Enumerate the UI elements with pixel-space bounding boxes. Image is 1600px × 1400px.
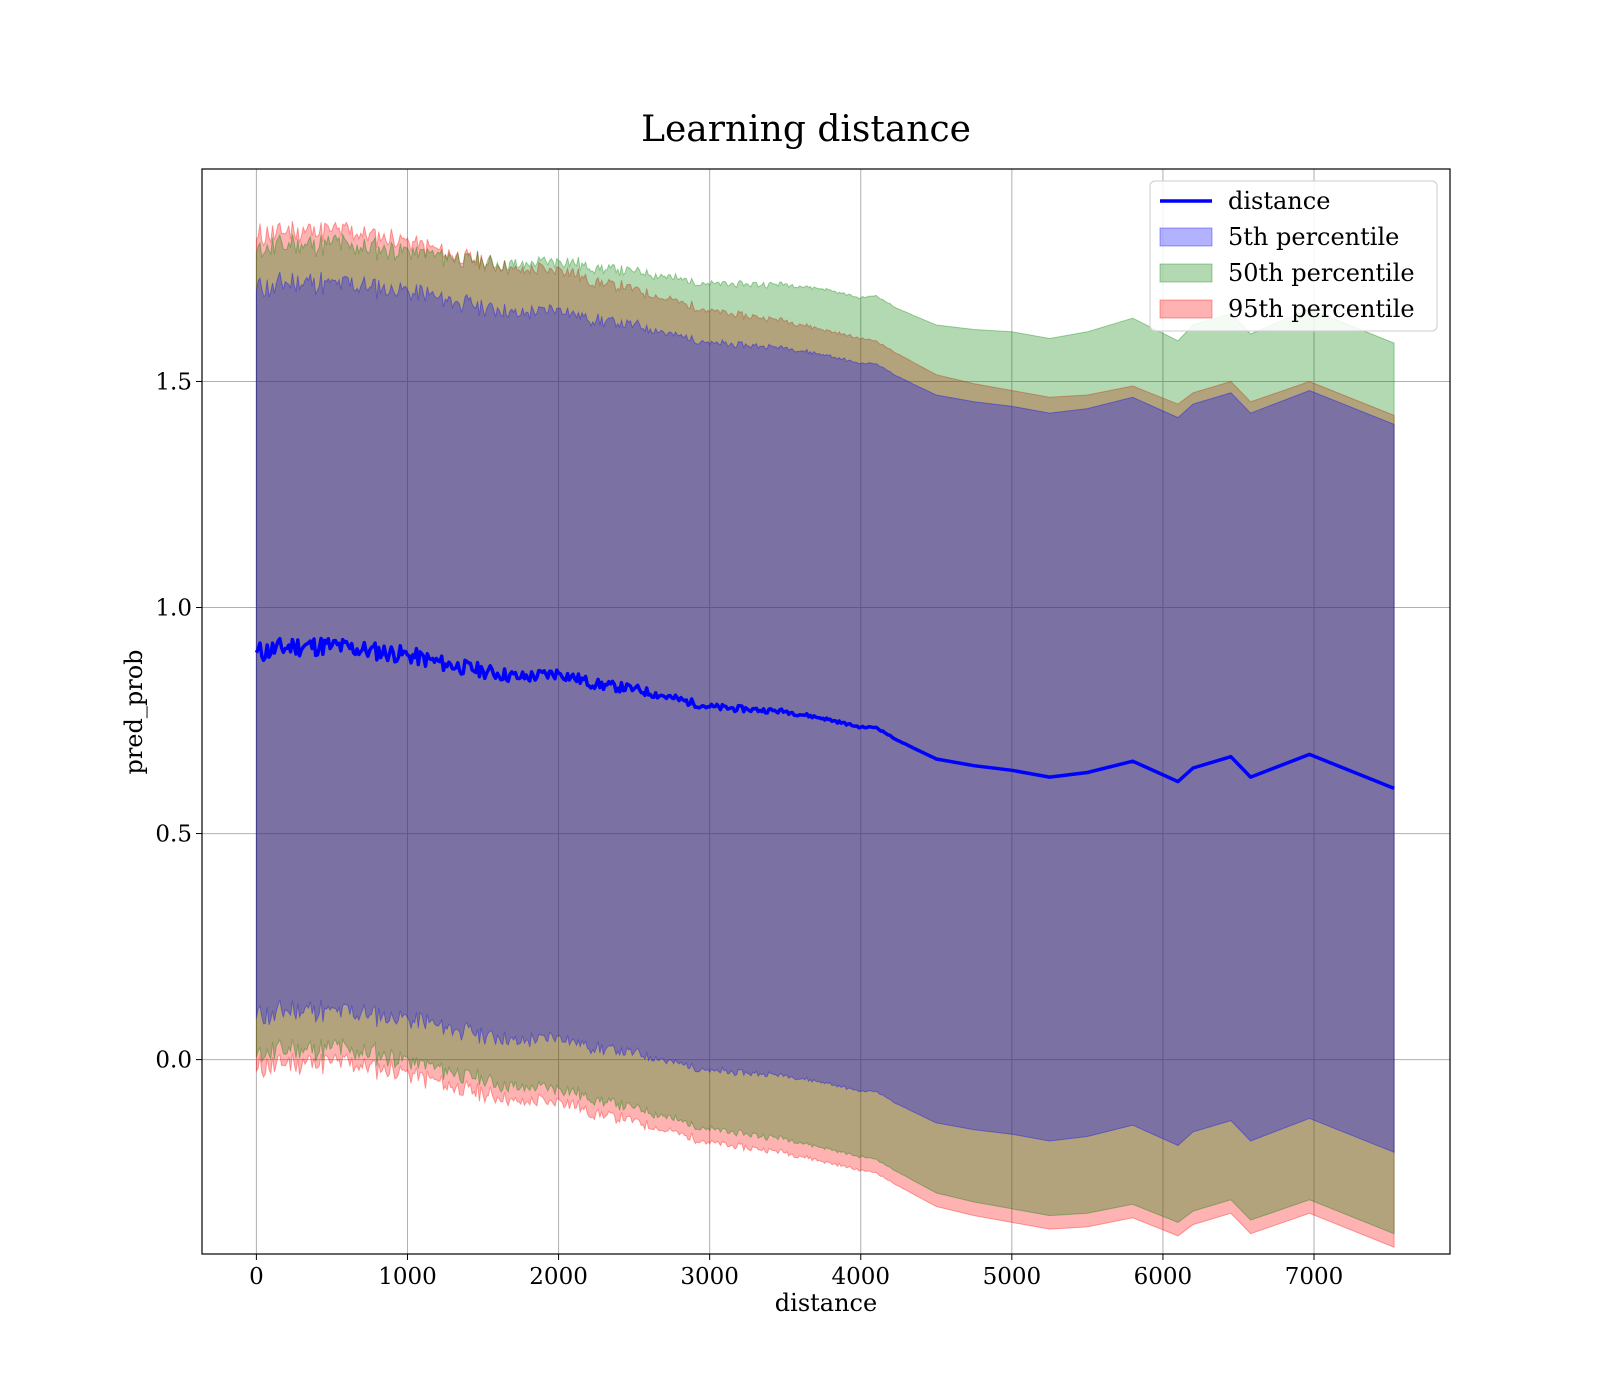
x-tick-label: 0 xyxy=(249,1264,264,1290)
series-lines xyxy=(254,636,1395,791)
legend-label: 50th percentile xyxy=(1228,259,1415,287)
band-5th-percentile xyxy=(255,271,1395,1154)
x-tick-label: 4000 xyxy=(831,1264,890,1290)
legend-label: distance xyxy=(1228,187,1330,215)
y-tick-label: 1.5 xyxy=(155,369,192,395)
x-tick-label: 5000 xyxy=(983,1264,1042,1290)
legend-label: 5th percentile xyxy=(1228,223,1399,251)
x-tick-label: 3000 xyxy=(680,1264,739,1290)
grid-lines xyxy=(202,169,1450,1254)
axis-ticks: 0 1000 2000 3000 4000 5000 6000 7000 0.0 0.5 1.0 1.… xyxy=(155,369,1343,1290)
legend-swatch-band xyxy=(1159,299,1213,319)
band-50th-percentile xyxy=(255,232,1395,1235)
chart-title: Learning distance xyxy=(641,109,971,150)
x-axis-label: distance xyxy=(775,1289,877,1317)
y-tick-label: 1.0 xyxy=(155,596,192,622)
x-tick-label: 6000 xyxy=(1134,1264,1193,1290)
x-tick-label: 1000 xyxy=(378,1264,437,1290)
y-tick-label: 0.0 xyxy=(155,1048,192,1074)
plot-frame xyxy=(201,168,1451,1255)
distance-line xyxy=(254,636,1395,791)
x-tick-label: 7000 xyxy=(1285,1264,1344,1290)
legend-box xyxy=(1149,180,1438,332)
band-95th-percentile xyxy=(255,221,1395,1248)
percentile-bands xyxy=(255,221,1395,1248)
legend-swatch-band xyxy=(1159,227,1213,247)
x-tick-label: 2000 xyxy=(529,1264,588,1290)
y-axis-label: pred_prob xyxy=(120,649,148,774)
legend-label: 95th percentile xyxy=(1228,295,1415,323)
legend-swatch-band xyxy=(1159,263,1213,283)
y-tick-label: 0.5 xyxy=(155,822,192,848)
legend: distance 5th percentile 50th percentile 95t… xyxy=(1149,180,1438,332)
